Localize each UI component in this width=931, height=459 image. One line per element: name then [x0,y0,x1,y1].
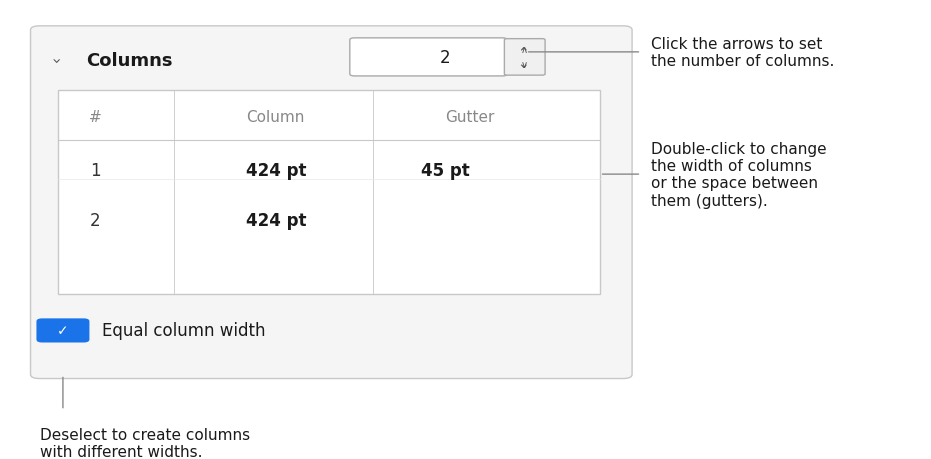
Text: 424 pt: 424 pt [246,212,306,230]
Text: 2: 2 [440,49,451,67]
FancyBboxPatch shape [37,320,88,341]
FancyBboxPatch shape [505,39,545,76]
Text: 1: 1 [90,162,101,180]
Text: Column: Column [247,109,305,124]
Text: 45 pt: 45 pt [422,162,470,180]
FancyBboxPatch shape [31,27,632,379]
Text: Click the arrows to set
the number of columns.: Click the arrows to set the number of co… [651,37,834,69]
Text: 2: 2 [90,212,101,230]
Text: 424 pt: 424 pt [246,162,306,180]
Text: ∧: ∧ [521,45,528,55]
FancyBboxPatch shape [350,39,507,77]
Text: Deselect to create columns
with different widths.: Deselect to create columns with differen… [40,427,250,459]
Text: Columns: Columns [86,52,172,70]
Text: #: # [89,109,101,124]
Text: ⌃
⌄: ⌃ ⌄ [517,45,529,71]
FancyBboxPatch shape [59,91,600,295]
Text: ∨: ∨ [521,60,528,70]
Text: ✓: ✓ [57,324,69,338]
Text: Double-click to change
the width of columns
or the space between
them (gutters).: Double-click to change the width of colu… [651,141,826,208]
Text: Equal column width: Equal column width [102,322,265,340]
Text: ›: › [47,58,61,64]
Text: Gutter: Gutter [445,109,494,124]
